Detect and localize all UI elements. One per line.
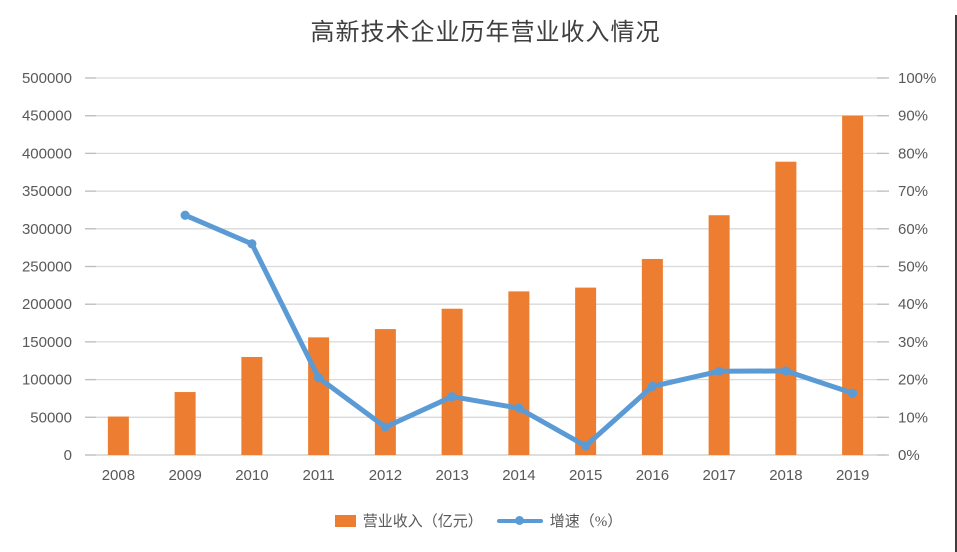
x-axis-label-2009: 2009 xyxy=(168,467,201,484)
x-axis-label-2018: 2018 xyxy=(769,467,802,484)
left-axis-tick-label: 250000 xyxy=(22,259,72,276)
x-axis-label-2016: 2016 xyxy=(636,467,669,484)
legend-item-revenue: 营业收入（亿元） xyxy=(334,510,483,531)
x-axis-label-2012: 2012 xyxy=(369,467,402,484)
bar-2009 xyxy=(174,392,196,455)
left-axis-tick-label: 300000 xyxy=(22,221,72,238)
left-axis-tick-label: 0 xyxy=(64,447,72,464)
growth-point-2016 xyxy=(647,381,657,391)
legend-label-growth: 增速（%） xyxy=(549,514,623,530)
right-axis-tick-label: 10% xyxy=(898,409,928,426)
bar-2016 xyxy=(641,258,663,455)
bar-2018 xyxy=(775,161,797,455)
left-axis-tick-label: 200000 xyxy=(22,296,72,313)
bar-2013 xyxy=(441,308,463,455)
right-axis-tick-label: 50% xyxy=(898,259,928,276)
growth-point-2019 xyxy=(848,388,858,398)
growth-point-2009 xyxy=(180,210,190,220)
right-axis-tick-label: 30% xyxy=(898,334,928,351)
chart-legend: 营业收入（亿元） 增速（%） xyxy=(0,510,957,531)
left-axis-tick-label: 400000 xyxy=(22,145,72,162)
x-axis-label-2010: 2010 xyxy=(235,467,268,484)
growth-point-2018 xyxy=(781,366,791,376)
revenue-bar-swatch-icon xyxy=(334,514,356,527)
left-axis-tick-label: 450000 xyxy=(22,108,72,125)
growth-point-2011 xyxy=(314,373,324,383)
right-axis-tick-label: 100% xyxy=(898,70,936,87)
chart-title: 高新技术企业历年营业收入情况 xyxy=(310,20,661,46)
right-edge-line xyxy=(955,15,957,552)
left-axis-tick-label: 500000 xyxy=(22,70,72,87)
x-axis-label-2011: 2011 xyxy=(302,467,334,484)
right-axis-tick-label: 20% xyxy=(898,372,928,389)
legend-item-growth: 增速（%） xyxy=(496,510,623,531)
right-axis-tick-label: 60% xyxy=(898,221,928,238)
x-axis-label-2015: 2015 xyxy=(569,467,602,484)
left-axis-tick-label: 50000 xyxy=(30,409,72,426)
left-axis-tick-label: 150000 xyxy=(22,334,72,351)
right-axis-tick-label: 70% xyxy=(898,183,928,200)
bar-2012 xyxy=(374,329,396,455)
x-axis-label-2017: 2017 xyxy=(702,467,735,484)
x-axis-label-2019: 2019 xyxy=(836,467,869,484)
x-axis-label-2013: 2013 xyxy=(435,467,468,484)
right-axis-tick-label: 40% xyxy=(898,296,928,313)
right-axis-tick-label: 90% xyxy=(898,108,928,125)
bar-2019 xyxy=(842,115,864,455)
growth-point-2014 xyxy=(514,403,524,413)
bar-2015 xyxy=(575,287,597,455)
legend-label-revenue: 营业收入（亿元） xyxy=(362,514,483,530)
x-axis-label-2014: 2014 xyxy=(502,467,535,484)
growth-point-2010 xyxy=(247,239,257,249)
right-axis-tick-label: 80% xyxy=(898,145,928,162)
growth-point-2012 xyxy=(380,422,390,432)
bar-2014 xyxy=(508,291,530,455)
bar-2011 xyxy=(308,337,330,455)
right-axis-tick-label: 0% xyxy=(898,447,920,464)
bar-2017 xyxy=(708,215,730,455)
bar-2008 xyxy=(107,416,129,455)
growth-line-swatch-icon xyxy=(496,516,543,525)
growth-point-2017 xyxy=(714,366,724,376)
growth-point-2013 xyxy=(447,391,457,402)
left-axis-tick-label: 350000 xyxy=(22,183,72,200)
x-axis-label-2008: 2008 xyxy=(102,467,135,484)
growth-point-2015 xyxy=(581,441,591,451)
left-axis-tick-label: 100000 xyxy=(22,372,72,389)
bar-2010 xyxy=(241,356,263,455)
